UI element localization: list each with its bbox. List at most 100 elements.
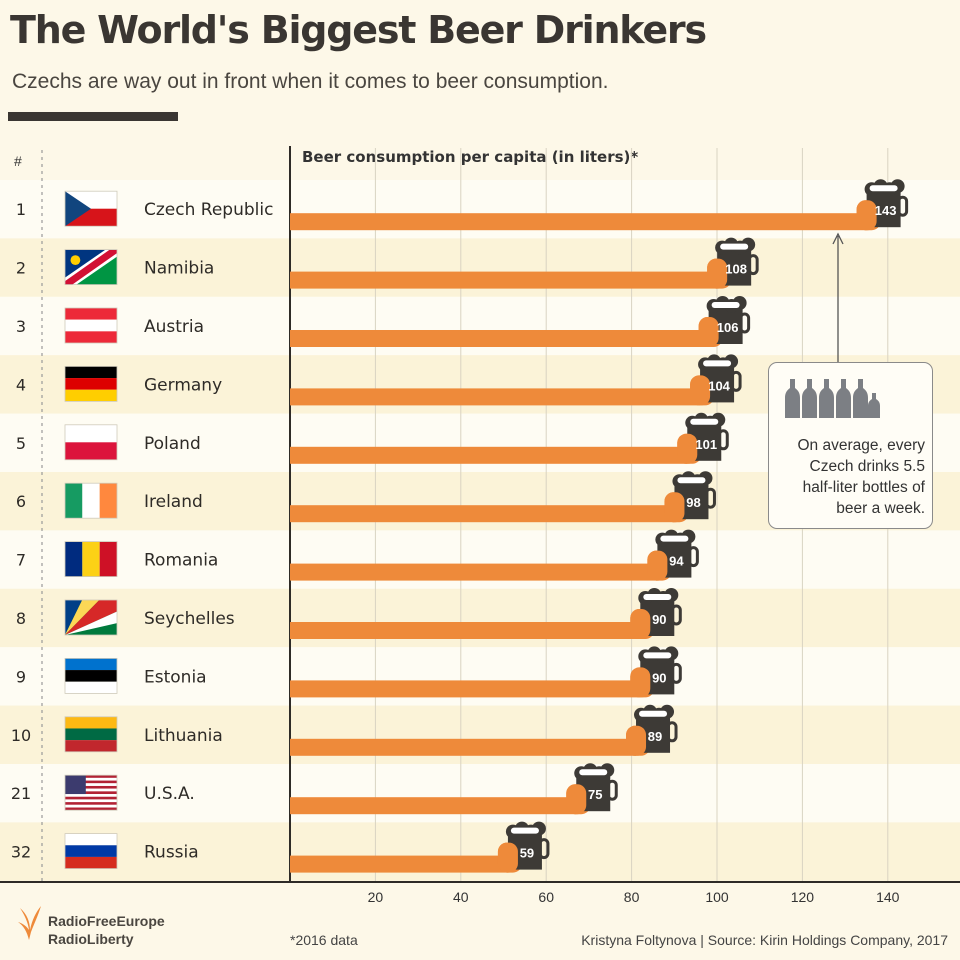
- data-row: 4 Germany 104: [16, 354, 742, 406]
- country-label: Poland: [144, 434, 201, 454]
- x-tick-label: 40: [453, 889, 469, 905]
- country-label: Austria: [144, 317, 204, 337]
- fist-front: [497, 842, 518, 873]
- fist-front: [690, 375, 711, 406]
- half-bottle-icon: [868, 393, 880, 418]
- czech-flag: [64, 190, 118, 227]
- bar: [290, 505, 675, 523]
- data-row: 3 Austria 106: [16, 296, 751, 347]
- chart-subtitle: Czechs are way out in front when it come…: [12, 70, 609, 93]
- country-label: Germany: [144, 375, 222, 395]
- value-label: 59: [520, 846, 534, 861]
- fist-front: [630, 667, 651, 698]
- value-label: 104: [708, 378, 730, 393]
- foam-icon: [706, 296, 747, 313]
- country-label: Lithuania: [144, 726, 223, 746]
- data-row: 5 Poland 101: [16, 412, 729, 464]
- beer-bottles-icon: [785, 379, 880, 418]
- seychelles-flag: [64, 599, 118, 636]
- bar: [290, 563, 658, 581]
- germany-flag: [64, 365, 118, 402]
- country-label: Russia: [144, 843, 199, 863]
- bar: [290, 855, 508, 873]
- fist-front: [698, 317, 719, 347]
- data-row: 1 Czech Republic 143: [16, 179, 909, 231]
- rfe-logo-text: RadioFreeEurope RadioLiberty: [48, 912, 165, 948]
- rank-label: 8: [16, 609, 26, 628]
- x-tick-label: 60: [538, 889, 554, 905]
- data-row: 6 Ireland 98: [16, 471, 716, 523]
- foam-icon: [685, 412, 726, 430]
- ireland-flag: [64, 482, 118, 519]
- axis-title: Beer consumption per capita (in liters)*: [302, 148, 639, 166]
- bar: [290, 213, 867, 231]
- bar: [290, 446, 688, 464]
- foam-icon: [638, 646, 679, 664]
- country-label: Namibia: [144, 259, 214, 279]
- value-label: 94: [669, 554, 684, 569]
- bottle-icon: [836, 379, 851, 418]
- value-label: 101: [695, 437, 717, 452]
- value-label: 106: [717, 320, 739, 335]
- poland-flag: [64, 424, 118, 461]
- annotation-arrow: [832, 232, 844, 362]
- foam-icon: [634, 704, 675, 722]
- value-label: 75: [588, 787, 602, 802]
- rank-label: 1: [16, 200, 26, 219]
- data-row: 2 Namibia 108: [16, 237, 759, 289]
- foam-icon: [505, 821, 546, 839]
- country-label: Ireland: [144, 492, 203, 512]
- value-label: 108: [725, 262, 747, 277]
- bottle-icon: [785, 379, 800, 418]
- romania-flag: [64, 541, 118, 577]
- x-tick-label: 140: [876, 889, 900, 905]
- fist-front: [707, 258, 728, 289]
- bottle-icon: [853, 379, 868, 418]
- rank-label: 4: [16, 375, 26, 394]
- russia-flag: [64, 833, 118, 869]
- foam-icon: [672, 471, 713, 489]
- title-underline: [8, 112, 178, 121]
- annotation-callout: On average, every Czech drinks 5.5 half-…: [768, 362, 933, 529]
- data-row: 32 Russia 59: [11, 821, 550, 873]
- data-row: 8 Seychelles 90: [16, 588, 682, 639]
- usa-flag: [64, 774, 118, 811]
- rank-label: 2: [16, 259, 26, 278]
- rank-label: 21: [11, 784, 31, 803]
- data-row: 9 Estonia 90: [16, 646, 682, 698]
- value-label: 98: [686, 495, 700, 510]
- value-label: 90: [652, 670, 666, 685]
- bar: [290, 797, 577, 815]
- fist-front: [664, 492, 685, 523]
- x-tick-label: 20: [368, 889, 384, 905]
- rfe-logo-icon: [14, 902, 44, 947]
- country-label: Estonia: [144, 667, 207, 687]
- data-row: 7 Romania 94: [16, 529, 699, 581]
- fist-front: [647, 550, 668, 581]
- fist-front: [677, 433, 698, 464]
- x-tick-label: 80: [624, 889, 640, 905]
- country-label: Romania: [144, 551, 218, 571]
- foam-icon: [698, 354, 739, 372]
- footnote: *2016 data: [290, 932, 358, 948]
- bar: [290, 330, 709, 347]
- foam-icon: [655, 529, 696, 547]
- bar: [290, 622, 641, 639]
- foam-icon: [864, 179, 905, 197]
- rank-label: 10: [11, 726, 31, 745]
- fist-front: [856, 200, 877, 231]
- bar: [290, 738, 637, 756]
- rank-label: 9: [16, 667, 26, 686]
- foam-icon: [715, 237, 756, 255]
- bar: [290, 271, 718, 289]
- bottle-icon: [802, 379, 817, 418]
- foam-icon: [574, 763, 615, 781]
- logo-line-1: RadioFreeEurope: [48, 913, 165, 929]
- rank-label: 6: [16, 492, 26, 511]
- logo-line-2: RadioLiberty: [48, 931, 134, 947]
- fist-front: [626, 725, 647, 756]
- bar: [290, 388, 701, 406]
- country-label: Czech Republic: [144, 200, 273, 220]
- source-credit: Kristyna Foltynova | Source: Kirin Holdi…: [581, 932, 948, 948]
